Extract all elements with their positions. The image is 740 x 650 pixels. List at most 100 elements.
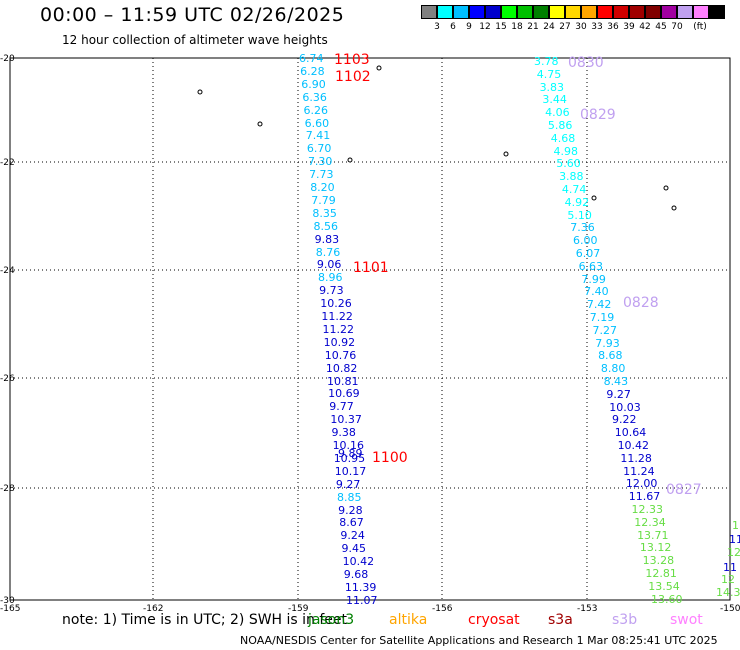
island-mark [503, 151, 509, 157]
swh-value: 8.80 [600, 362, 626, 376]
swh-value: 3.83 [539, 80, 565, 94]
legend-swatch [613, 5, 629, 19]
island-mark [257, 121, 263, 127]
credit-footer: NOAA/NESDIS Center for Satellite Applica… [240, 634, 718, 647]
swh-value: 6.28 [300, 64, 325, 78]
swh-value: 8.56 [313, 219, 339, 233]
legend-label: 42 [639, 22, 651, 32]
swh-value: 7.30 [307, 155, 333, 169]
swh-value: 10.64 [614, 426, 647, 440]
swh-value: 8.43 [603, 375, 629, 388]
swh-value: 9.73 [319, 284, 344, 298]
legend-label: 45 [655, 22, 667, 32]
legend-swatch [581, 5, 597, 19]
swh-value: 13.12 [639, 541, 672, 555]
swh-value: 10.42 [617, 439, 650, 452]
legend-swatch [677, 5, 693, 19]
swh-value: 7.40 [584, 285, 609, 299]
swh-value: 5.86 [547, 119, 573, 132]
map-title: 00:00 – 11:59 UTC 02/26/2025 [40, 4, 345, 26]
swh-value: 11.28 [620, 451, 652, 465]
legend-swatch [645, 5, 661, 19]
legend-swatch [629, 5, 645, 19]
swh-value: 12.81 [645, 567, 677, 580]
swh-value: 6.90 [301, 77, 326, 91]
swh-value: 10.81 [326, 374, 359, 388]
time-stamp: 0828 [623, 295, 659, 311]
island-mark [376, 65, 382, 71]
legend-label: 33 [591, 22, 603, 32]
legend-label: 39 [623, 22, 635, 32]
swh-value: 9.89 [338, 447, 363, 460]
swh-value: 7.27 [592, 323, 618, 337]
swh-value: 13.71 [637, 528, 669, 542]
legend-label: 12 [479, 22, 491, 32]
swh-value: 10.42 [342, 555, 375, 569]
island-mark [663, 185, 669, 191]
swh-value: 6.26 [303, 103, 328, 117]
legend-label: 18 [511, 22, 523, 32]
legend-swatch [469, 5, 485, 19]
time-stamp: 1100 [372, 450, 408, 466]
swh-value: 7.19 [589, 311, 615, 324]
swh-value: 8.35 [312, 206, 337, 220]
swh-value: 9.38 [331, 426, 356, 440]
satellite-label: s3b [612, 612, 638, 628]
y-tick-label: -30 [0, 596, 15, 606]
swh-value: 8.76 [315, 245, 341, 259]
swh-value: 11 [723, 561, 737, 574]
swh-value: 4.68 [550, 131, 576, 145]
swh-value: 6.74 [299, 52, 324, 65]
swh-value: 9.28 [338, 503, 363, 517]
swh-value: 10.92 [323, 335, 356, 349]
satellite-label: jason3 [308, 612, 355, 628]
swh-value: 9.06 [316, 258, 342, 272]
legend-label: 3 [434, 22, 440, 32]
time-stamp: 1102 [335, 69, 371, 85]
x-tick-label: -153 [577, 604, 597, 614]
x-tick-label: -159 [288, 604, 309, 614]
legend-swatch [693, 5, 709, 19]
swh-value: 10.76 [324, 348, 357, 362]
legend-swatch [453, 5, 469, 19]
x-tick-label: -156 [432, 604, 453, 614]
swh-value: 9.24 [340, 529, 365, 543]
time-stamp: 0829 [580, 107, 616, 123]
swh-value: 11.24 [623, 464, 655, 478]
swh-value: 9.27 [335, 477, 361, 491]
swh-value: 14.3 [716, 586, 740, 599]
map-subtitle: 12 hour collection of altimeter wave hei… [62, 33, 328, 47]
swh-value: 6.36 [302, 90, 327, 104]
swh-value: 10.16 [332, 439, 365, 452]
legend-swatch [485, 5, 501, 19]
satellite-label: s3a [548, 612, 573, 628]
swh-value: 12.34 [634, 515, 666, 529]
legend-swatch [533, 5, 549, 19]
legend-label: 36 [607, 22, 619, 32]
swh-value: 13.54 [648, 579, 680, 593]
swh-value: 6.60 [304, 116, 330, 130]
swh-value: 6.63 [578, 259, 604, 273]
swh-value: 8.67 [339, 516, 364, 530]
swh-value: 3.78 [534, 55, 559, 68]
swh-value: 7.42 [586, 298, 612, 312]
swh-value: 10.03 [609, 400, 641, 414]
swh-value: 9.68 [343, 568, 369, 581]
island-mark [591, 195, 597, 201]
swh-value: 10.95 [333, 451, 366, 465]
swh-value: 8.68 [598, 349, 623, 363]
island-mark [671, 205, 677, 211]
swh-value: 11.22 [322, 322, 355, 336]
swh-value: 7.73 [309, 168, 334, 182]
legend-swatch [421, 5, 437, 19]
legend-label: 9 [466, 22, 472, 32]
swh-value: 8.20 [310, 181, 335, 194]
x-tick-label: -150 [720, 604, 740, 614]
legend-swatch [597, 5, 613, 19]
swh-value: 9.45 [341, 542, 367, 556]
swh-value: 4.74 [561, 183, 587, 196]
x-tick-label: -165 [0, 604, 20, 614]
swh-value: 13.28 [642, 554, 675, 568]
legend-swatch [709, 5, 725, 19]
legend-swatch [517, 5, 533, 19]
